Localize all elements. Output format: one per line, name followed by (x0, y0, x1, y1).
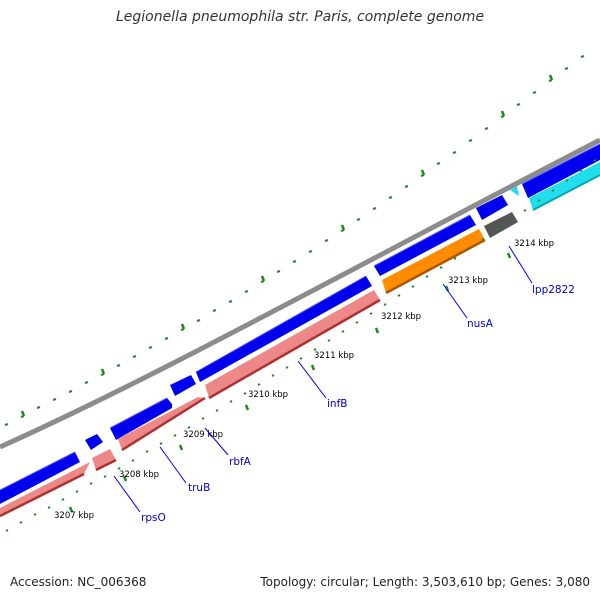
scale-label: 3212 kbp (381, 312, 421, 322)
forward-strand-genes (0, 143, 600, 504)
genome-backbone (0, 137, 600, 450)
gene-label-truB[interactable]: truB (188, 482, 210, 494)
scale-labels: 3207 kbp 3208 kbp 3209 kbp 3210 kbp 3211… (54, 239, 554, 521)
gene-forward-1[interactable] (0, 452, 80, 504)
gene-forward-infB[interactable] (196, 276, 372, 382)
gene-forward-nusA[interactable] (374, 215, 476, 276)
scale-label: 3207 kbp (54, 511, 94, 521)
gene-reverse-lpp2822[interactable] (529, 162, 600, 210)
gene-reverse-nusA-region[interactable] (382, 229, 485, 293)
gene-forward-rbfA[interactable] (170, 375, 196, 396)
genome-summary-text: Topology: circular; Length: 3,503,610 bp… (260, 575, 590, 589)
gene-label-rbfA[interactable]: rbfA (229, 456, 252, 468)
gene-labels: rpsO truB rbfA infB nusA lpp2822 (141, 284, 575, 524)
outer-tick-marks (4, 55, 585, 426)
gene-label-nusA[interactable]: nusA (467, 318, 494, 330)
scale-label: 3209 kbp (183, 430, 223, 440)
gene-reverse-4[interactable] (205, 290, 380, 398)
scale-label: 3208 kbp (119, 470, 159, 480)
scale-label: 3210 kbp (248, 390, 288, 400)
scale-label: 3211 kbp (314, 351, 354, 361)
scale-label: 3214 kbp (514, 239, 554, 249)
map-title: Legionella pneumophila str. Paris, compl… (115, 9, 485, 25)
gene-label-lpp2822[interactable]: lpp2822 (532, 284, 575, 296)
gene-forward-3[interactable] (522, 144, 600, 198)
gene-forward-2[interactable] (476, 195, 508, 220)
accession-text: Accession: NC_006368 (10, 575, 147, 589)
reverse-strand-genes (0, 162, 600, 518)
gene-label-infB[interactable]: infB (327, 398, 347, 410)
inner-tick-marks (5, 159, 597, 532)
gene-leader-lines (113, 245, 533, 513)
gene-reverse-1[interactable] (0, 462, 90, 516)
gene-forward-truB[interactable] (110, 398, 172, 440)
gene-reverse-2[interactable] (92, 449, 116, 470)
gene-label-rpsO[interactable]: rpsO (141, 512, 166, 524)
gene-reverse-unknown[interactable] (484, 212, 518, 238)
gene-fragment-cyan[interactable] (510, 186, 519, 196)
gene-forward-rpsO[interactable] (85, 434, 103, 450)
scale-label: 3213 kbp (448, 276, 488, 286)
